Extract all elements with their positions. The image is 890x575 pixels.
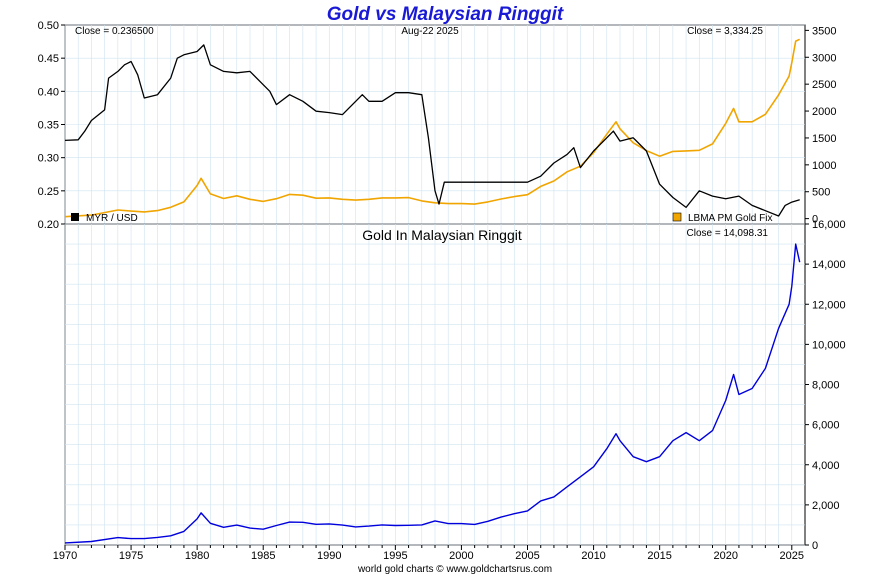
bottom-grid bbox=[64, 223, 805, 546]
bottom-right-tick-label: 10,000 bbox=[812, 339, 846, 351]
legend-label-myr: MYR / USD bbox=[86, 213, 138, 224]
bottom-right-tick-label: 0 bbox=[812, 540, 818, 552]
legend-swatch-myr bbox=[71, 213, 79, 221]
bottom-right-tick-label: 14,000 bbox=[812, 259, 846, 271]
x-tick-label: 1975 bbox=[119, 550, 143, 562]
x-axis: 1970 1975 1980 1985 1990 1995 2000 2005 2010 2015… bbox=[53, 545, 804, 562]
top-left-tick-label: 0.20 bbox=[38, 219, 59, 231]
top-left-tick-label: 0.50 bbox=[38, 20, 59, 32]
bottom-right-tick-label: 16,000 bbox=[812, 219, 846, 231]
x-tick-label: 1990 bbox=[317, 550, 341, 562]
x-tick-label: 2015 bbox=[647, 550, 671, 562]
bottom-panel-title: Gold In Malaysian Ringgit bbox=[362, 227, 522, 243]
top-left-tick-label: 0.45 bbox=[38, 53, 59, 65]
top-right-tick-label: 1000 bbox=[812, 160, 836, 172]
x-tick-label: 1985 bbox=[251, 550, 275, 562]
bottom-right-close-label: Close = 14,098.31 bbox=[687, 228, 769, 239]
bottom-right-tick-label: 12,000 bbox=[812, 299, 846, 311]
x-tick-label: 2010 bbox=[581, 550, 605, 562]
x-tick-label: 2025 bbox=[780, 550, 804, 562]
legend-swatch-gold bbox=[672, 212, 682, 222]
top-right-tick-label: 2000 bbox=[812, 106, 836, 118]
gold-in-myr-line bbox=[64, 243, 801, 544]
top-left-tick-label: 0.40 bbox=[38, 86, 59, 98]
bottom-right-axis: 16,000 14,000 12,000 10,000 8,000 6,000 4,000 2… bbox=[805, 219, 846, 552]
top-right-tick-label: 500 bbox=[812, 187, 830, 199]
top-left-axis: 0.50 0.45 0.40 0.35 0.30 0.25 0.20 bbox=[38, 20, 65, 231]
top-right-tick-label: 3500 bbox=[812, 25, 836, 37]
x-tick-label: 1970 bbox=[53, 550, 77, 562]
top-panel: 0.50 0.45 0.40 0.35 0.30 0.25 0.20 3500 3000 250… bbox=[38, 20, 837, 231]
bottom-right-tick-label: 4,000 bbox=[812, 460, 840, 472]
top-right-close-label: Close = 3,334.25 bbox=[687, 26, 763, 37]
top-left-close-label: Close = 0.236500 bbox=[75, 26, 154, 37]
gold-price-line bbox=[64, 38, 801, 218]
top-right-tick-label: 3000 bbox=[812, 52, 836, 64]
bottom-right-tick-label: 2,000 bbox=[812, 500, 840, 512]
bottom-panel: 16,000 14,000 12,000 10,000 8,000 6,000 4,000 2… bbox=[53, 219, 846, 562]
top-right-axis: 3500 3000 2500 2000 1500 1000 500 0 bbox=[805, 25, 836, 226]
x-tick-label: 1980 bbox=[185, 550, 209, 562]
bottom-right-tick-label: 6,000 bbox=[812, 420, 840, 432]
top-left-tick-label: 0.35 bbox=[38, 120, 59, 132]
legend-label-gold: LBMA PM Gold Fix bbox=[688, 213, 772, 224]
x-tick-label: 2000 bbox=[449, 550, 473, 562]
top-left-tick-label: 0.30 bbox=[38, 153, 59, 165]
x-tick-label: 2005 bbox=[515, 550, 539, 562]
top-right-tick-label: 0 bbox=[812, 214, 818, 226]
x-tick-label: 1995 bbox=[383, 550, 407, 562]
footer-credit: world gold charts © www.goldchartsrus.co… bbox=[357, 564, 552, 575]
chart-title: Gold vs Malaysian Ringgit bbox=[327, 4, 564, 25]
top-right-tick-label: 1500 bbox=[812, 133, 836, 145]
top-series bbox=[64, 38, 801, 218]
x-tick-label: 2020 bbox=[713, 550, 737, 562]
bottom-right-tick-label: 8,000 bbox=[812, 380, 840, 392]
top-left-tick-label: 0.25 bbox=[38, 186, 59, 198]
top-date-label: Aug-22 2025 bbox=[401, 26, 459, 37]
top-right-tick-label: 2500 bbox=[812, 79, 836, 91]
bottom-series bbox=[64, 243, 801, 544]
myr-usd-line bbox=[64, 44, 800, 217]
